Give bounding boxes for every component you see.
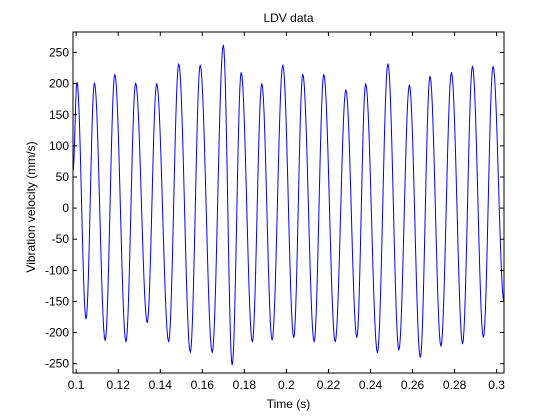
plot-frame — [72, 31, 505, 374]
x-axis-label: Time (s) — [267, 397, 311, 411]
y-tick-label: -150 — [45, 294, 69, 308]
series-layer — [72, 44, 505, 366]
y-tick-label: 200 — [49, 77, 69, 91]
x-tick-label: 0.1 — [68, 378, 85, 392]
x-tick-label: 0.16 — [191, 378, 215, 392]
x-tick-label: 0.28 — [443, 378, 467, 392]
y-tick-label: 50 — [56, 170, 70, 184]
x-tick-label: 0.14 — [149, 378, 173, 392]
chart-title: LDV data — [263, 11, 313, 25]
series-line-0 — [72, 44, 505, 366]
y-tick-label: 250 — [49, 46, 69, 60]
x-tick-label: 0.24 — [359, 378, 383, 392]
x-tick-label: 0.26 — [401, 378, 425, 392]
x-tick-label: 0.3 — [488, 378, 505, 392]
y-tick-label: -100 — [45, 263, 69, 277]
x-tick-label: 0.22 — [317, 378, 341, 392]
y-tick-label: -200 — [45, 326, 69, 340]
y-axis-label: Vibration velocity (mm/s) — [24, 141, 38, 272]
y-tick-label: 100 — [49, 139, 69, 153]
x-tick-label: 0.18 — [233, 378, 257, 392]
x-tick-label: 0.2 — [278, 378, 295, 392]
y-tick-label: -250 — [45, 357, 69, 371]
y-tick-label: 0 — [62, 201, 69, 215]
y-tick-label: 150 — [49, 108, 69, 122]
x-tick-label: 0.12 — [107, 378, 131, 392]
tick-layer: 0.1 0.12 0.14 0.16 0.18 0.2 0.22 0.24 0.26 0.28 0.… — [45, 32, 505, 392]
y-tick-label: -50 — [52, 232, 70, 246]
